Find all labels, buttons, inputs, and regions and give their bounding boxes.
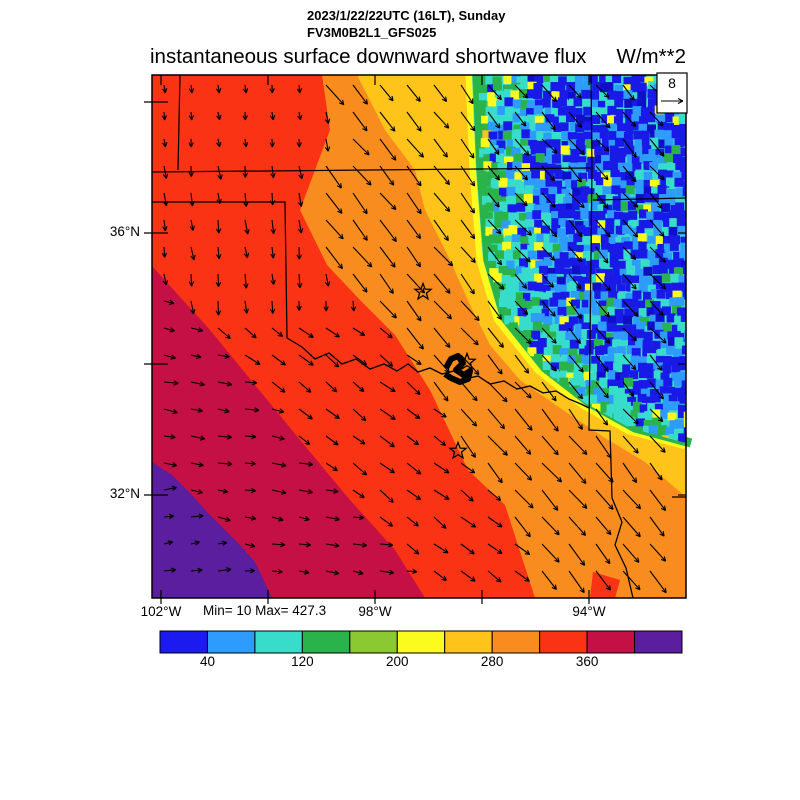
star-marker — [448, 440, 468, 460]
map-plot: 8 — [144, 72, 693, 604]
minmax-stats: Min= 10 Max= 427.3 — [203, 603, 327, 618]
colorbar-segment — [159, 630, 208, 654]
units-label: W/m**2 — [616, 45, 686, 68]
band-red-patch — [590, 572, 620, 598]
red-river — [286, 337, 590, 409]
lon-label-94w: 94°W — [572, 604, 606, 619]
colorbar-tick-label: 280 — [480, 654, 504, 669]
valid-time-label: 2023/1/22/22UTC (16LT), Sunday — [307, 8, 506, 23]
band-purple — [152, 462, 272, 598]
colorbar-segment — [349, 630, 398, 654]
axis-ticks — [144, 75, 686, 604]
model-name-label: FV3M0B2L1_GFS025 — [307, 25, 437, 40]
colorbar-segment — [634, 630, 683, 654]
colorbar-tick-label: 120 — [291, 654, 314, 669]
colorbar-tick-label: 40 — [199, 654, 215, 669]
speckle-field — [476, 75, 686, 443]
station-stars — [413, 281, 477, 460]
wind-reference-value: 8 — [668, 75, 676, 91]
colorbar-segment — [206, 630, 256, 654]
colorbar-tick-label: 200 — [386, 654, 409, 669]
star-marker — [413, 281, 433, 301]
colorbar-tick-label: 360 — [575, 654, 599, 669]
colorbar-segment — [491, 630, 541, 654]
colorbar-segment — [586, 630, 636, 654]
colorbar-segment — [301, 630, 351, 654]
colorbar-segment — [254, 630, 303, 654]
lat-label-36n: 36°N — [109, 224, 140, 239]
lon-label-102w: 102°W — [140, 604, 182, 619]
lon-label-98w: 98°W — [358, 604, 392, 619]
plot-title: instantaneous surface downward shortwave… — [150, 45, 587, 68]
colorbar-segment — [444, 630, 493, 654]
band-crimson — [152, 266, 425, 598]
river-blob — [443, 353, 473, 385]
colorbar-segment — [539, 630, 588, 654]
colorbar-segment — [396, 630, 446, 654]
map-frame — [151, 74, 687, 599]
wind-reference-box: 8 — [656, 72, 688, 114]
colorbar — [159, 630, 683, 654]
star-marker — [457, 351, 477, 371]
wind-reference-arrow — [661, 98, 684, 104]
lat-label-32n: 32°N — [109, 486, 140, 501]
